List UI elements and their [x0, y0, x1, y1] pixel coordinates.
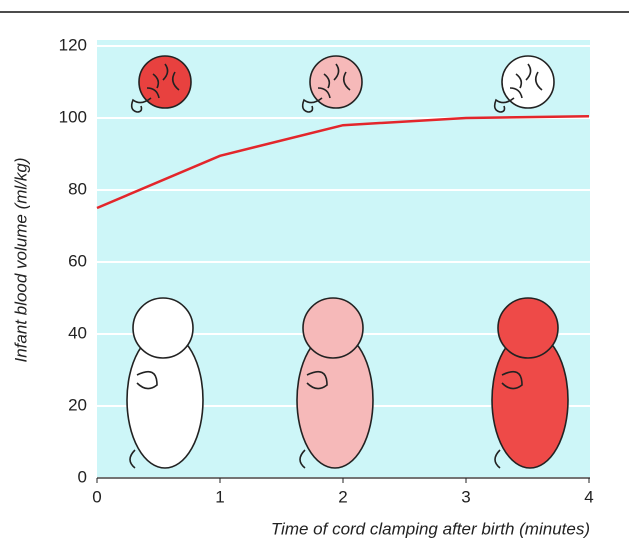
y-tick-label: 60 — [68, 251, 87, 270]
x-tick-label: 4 — [584, 487, 593, 506]
y-tick-label: 80 — [68, 179, 87, 198]
chart: Time of cord clamping after birth (minut… — [0, 0, 629, 544]
y-tick-label: 20 — [68, 395, 87, 414]
x-tick-label: 1 — [215, 487, 224, 506]
x-axis-label: Time of cord clamping after birth (minut… — [271, 519, 590, 538]
baby-illustrations — [127, 298, 568, 468]
y-axis-label: Infant blood volume (ml/kg) — [11, 157, 30, 362]
y-tick-label: 120 — [59, 35, 87, 54]
x-tick-label: 2 — [338, 487, 347, 506]
y-tick-label: 0 — [78, 467, 87, 486]
x-tick-label: 3 — [461, 487, 470, 506]
x-tick-label: 0 — [92, 487, 101, 506]
y-tick-label: 100 — [59, 107, 87, 126]
y-tick-label: 40 — [68, 323, 87, 342]
